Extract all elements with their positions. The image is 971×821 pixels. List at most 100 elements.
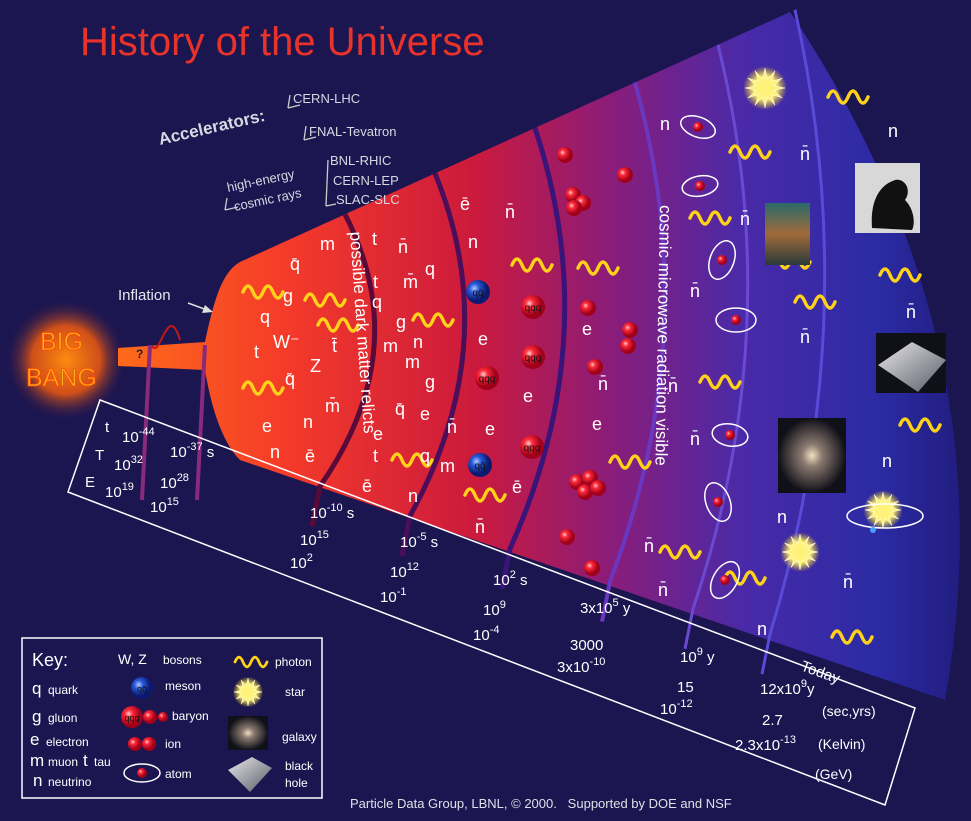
atom-orbit [704,482,732,522]
value-exponent: 9 [697,646,703,658]
value-base: 10 [493,572,510,589]
atom-orbit [711,422,749,448]
photon [303,292,347,308]
photon [688,210,732,226]
timeline-row-label: T [95,447,104,464]
value-base: 10 [150,499,167,516]
particle-label: n [882,451,892,471]
particle-label: n [468,232,478,252]
atom-orbit [715,307,757,333]
value-unit: s [203,444,215,461]
value-exponent: -4 [490,624,500,636]
particle-label: q [372,292,382,312]
photon [510,257,554,273]
particle-label: n̄ [447,417,457,437]
key-label: star [285,685,305,699]
timeline-value: 1012 [390,561,419,581]
value-exponent: 2 [307,552,313,564]
big-label: BIG [40,328,83,356]
key-label: tau [94,755,111,769]
credit: Particle Data Group, LBNL, © 2000. Suppo… [350,796,732,811]
atom-orbit [123,763,161,783]
accelerator-label: SLAC-SLC [336,192,400,207]
particle-label: n̄ [398,237,408,257]
key-symbol: q [32,679,41,698]
timeline-value: 15 [677,679,694,696]
value-exponent: -13 [780,734,796,746]
accelerator-label: CERN-LHC [293,91,360,106]
particle-label: e [373,424,383,444]
photon [898,417,942,433]
value-unit: y [619,600,631,617]
photon [878,267,922,283]
particle-label: n̄ [690,429,700,449]
timeline-unit: (sec,yrs) [822,703,876,719]
era-arc [683,44,750,650]
ball [566,200,582,216]
ball [559,529,575,545]
ball [717,255,727,265]
ball [720,575,730,585]
timeline-value: 1015 [300,529,329,549]
value-base: 10 [483,602,500,619]
particle-label: q [420,446,430,466]
particle-label: n [757,619,767,639]
era-arc [399,172,468,557]
value-base: 10 [160,475,177,492]
value-exponent: -5 [417,531,427,543]
particle-label: n̄ [658,580,668,600]
value-exponent: 9 [801,678,807,690]
value-exponent: -37 [187,441,203,453]
photon [316,317,360,333]
particle-label: q̄ [290,254,300,274]
timeline-value: 10-44 [122,426,155,446]
timeline-unit: (GeV) [815,766,852,782]
timeline-band [67,399,916,806]
timeline-value: 10-10 s [310,502,354,522]
particle-label: n̄ [598,374,608,394]
atom-orbit [679,115,717,139]
timeline-value: 3000 [570,637,603,654]
particle-label: n [777,507,787,527]
particle-label: n̄ [906,302,916,322]
particle-label: n [660,114,670,134]
particle-label: m [320,234,335,254]
era-label: cosmic microwave radiation visible [651,205,675,466]
particle-label: q [425,259,435,279]
particle-label: ē [305,446,315,466]
unknown-mark: ? [136,347,143,361]
big-bang-glow [4,298,128,422]
particle-label: e [582,319,592,339]
timeline-value: 10-1 [380,586,406,606]
timeline-value: 1032 [114,454,143,474]
key-label: black [285,759,314,773]
value-base: 10 [300,532,317,549]
timeline-value: 102 s [493,569,527,589]
key-symbol: qq̄ [137,684,147,694]
particle-label: n̄ [505,202,515,222]
timeline-value: 12x109y [760,678,815,698]
value-base: 10 [105,484,122,501]
value-exponent: -10 [590,656,606,668]
ball [693,122,703,132]
key-title: Key: [32,650,68,670]
hadron-label: qqq [479,374,496,385]
galaxy-image [778,418,846,493]
particle-label: g [283,286,293,306]
hadron-label: qqq [525,303,542,314]
key-label: electron [46,735,89,749]
value-base: 10 [290,555,307,572]
photon [728,144,772,160]
star [864,491,902,529]
key-symbol: e [30,730,39,749]
ball [725,430,735,440]
particle-label: ē [460,194,470,214]
timeline-value: 10-37 s [170,441,214,461]
particle-label: n̄ [475,517,485,537]
bang-label: BANG [26,364,97,392]
timeline-value: 3x10-10 [557,656,605,676]
particle-label: n̄ [690,281,700,301]
value-base: 3x10 [580,600,613,617]
key-galaxy [228,716,268,750]
particle-label: e [523,386,533,406]
